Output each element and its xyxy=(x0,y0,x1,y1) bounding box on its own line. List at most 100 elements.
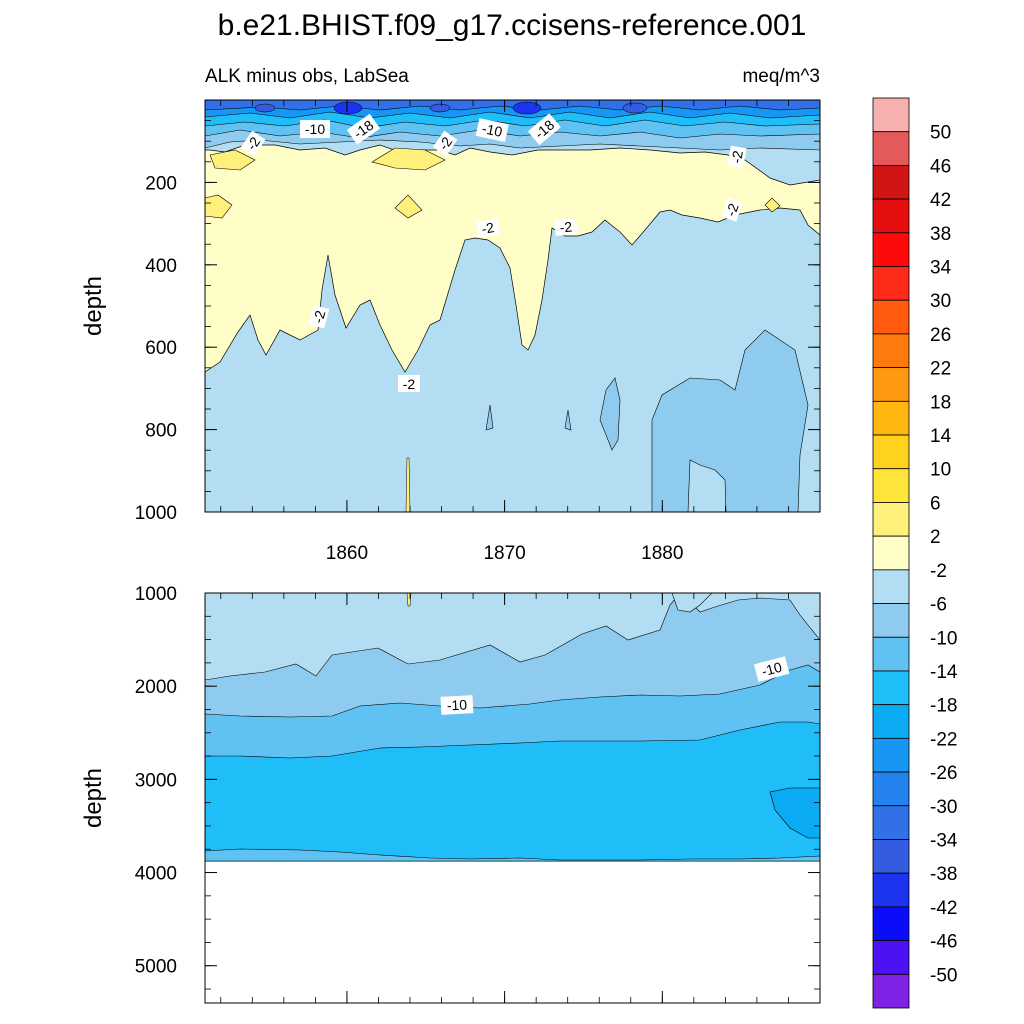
colorbar-label: 46 xyxy=(930,156,951,177)
colorbar-label: -18 xyxy=(930,696,957,717)
y-tick-label: 5000 xyxy=(135,957,177,978)
upper-pocket-b xyxy=(394,194,423,219)
colorbar-swatch xyxy=(872,906,910,941)
upper-streak xyxy=(405,457,411,512)
colorbar-label: -22 xyxy=(930,729,957,750)
upper-pocket-a xyxy=(205,194,233,219)
lower-layer-18 xyxy=(205,721,820,862)
upper-core-b xyxy=(512,101,542,115)
left-label: ALK minus obs, LabSea xyxy=(205,66,409,87)
colorbar-swatch xyxy=(872,400,910,436)
colorbar-swatch xyxy=(872,704,910,739)
colorbar-label: -38 xyxy=(930,864,957,885)
upper-contour-labels: -10 -18 -2 -2 -10 -18 -2 -2 xyxy=(240,113,747,392)
colorbar-label: -34 xyxy=(930,830,958,851)
lower-frame xyxy=(204,592,821,1004)
contour-label: -2 xyxy=(559,218,573,235)
colorbar-swatch xyxy=(872,434,910,470)
colorbar-swatch xyxy=(872,839,910,874)
colorbar-swatch xyxy=(872,131,910,166)
colorbar-swatch xyxy=(872,266,910,301)
lower-contour-labels: -10 -10 xyxy=(440,656,790,715)
colorbar-label: 30 xyxy=(930,291,951,312)
x-tick-label: 1860 xyxy=(326,543,368,564)
contour-label: -10 xyxy=(446,696,467,713)
lower-white-pocket xyxy=(671,593,713,613)
colorbar-label: 14 xyxy=(930,426,952,447)
colorbar-label: 42 xyxy=(930,190,951,211)
colorbar-swatch xyxy=(872,670,910,706)
upper-pocket-c xyxy=(209,149,256,171)
colorbar-swatch xyxy=(872,502,910,537)
colorbar-swatch xyxy=(872,165,910,200)
contour-label: -2 xyxy=(480,219,495,237)
upper-core-c xyxy=(254,103,276,113)
colorbar-label: -14 xyxy=(930,662,958,683)
y-tick-label: 200 xyxy=(145,173,177,194)
upper-axes: 200 400 600 800 1000 xyxy=(135,99,820,524)
colorbar-label: -46 xyxy=(930,932,957,953)
chart-title: b.e21.BHIST.f09_g17.ccisens-reference.00… xyxy=(218,9,807,42)
colorbar-label: -10 xyxy=(930,628,957,649)
colorbar-label: 34 xyxy=(930,258,952,279)
y-tick-label: 600 xyxy=(145,338,177,359)
contour-label: -10 xyxy=(760,659,784,680)
upper-y-axis-title: depth xyxy=(80,276,107,336)
colorbar-label: -50 xyxy=(930,965,957,986)
x-axis-labels: 1860 1870 1880 xyxy=(326,543,684,564)
y-tick-label: 800 xyxy=(145,421,177,442)
upper-core-e xyxy=(429,103,451,113)
colorbar-swatch xyxy=(872,97,910,133)
y-tick-label: 4000 xyxy=(135,864,177,885)
colorbar-swatch xyxy=(872,367,910,402)
x-tick-label: 1870 xyxy=(483,543,525,564)
colorbar-label: 6 xyxy=(930,493,941,514)
colorbar-label: 2 xyxy=(930,527,941,548)
colorbar-swatch xyxy=(872,232,910,267)
colorbar-swatch xyxy=(872,333,910,369)
upper-small-patch-a xyxy=(599,377,621,451)
colorbar-label: 26 xyxy=(930,325,951,346)
colorbar-swatch xyxy=(872,299,910,335)
colorbar-label: 50 xyxy=(930,123,951,144)
x-tick-label: 1880 xyxy=(641,543,683,564)
colorbar-swatch xyxy=(872,940,910,975)
colorbar-label: -6 xyxy=(930,595,947,616)
lower-layer-22 xyxy=(769,787,820,839)
y-tick-label: 2000 xyxy=(135,677,177,698)
colorbar-label: -26 xyxy=(930,763,957,784)
colorbar-swatch xyxy=(872,603,910,638)
colorbar-swatch xyxy=(872,737,910,773)
contour-label: -10 xyxy=(481,120,504,140)
upper-core-a xyxy=(333,101,363,115)
colorbar-label: -42 xyxy=(930,898,957,919)
contour-label: -2 xyxy=(722,201,741,218)
colorbar-label: -2 xyxy=(930,561,947,582)
upper-small-patch-b xyxy=(687,459,727,512)
colorbar-swatch xyxy=(872,771,910,807)
lower-y-axis-title: depth xyxy=(80,768,107,828)
upper-panel xyxy=(205,100,820,512)
upper-core-d xyxy=(622,102,648,114)
lower-bottom-band xyxy=(205,848,820,862)
right-label: meq/m^3 xyxy=(742,66,820,87)
upper-sliver-a xyxy=(485,404,494,431)
colorbar-label: 10 xyxy=(930,460,951,481)
lower-axes: 1000 2000 3000 4000 5000 xyxy=(135,584,820,1003)
colorbar-label: -30 xyxy=(930,797,957,818)
colorbar: 50 46 42 38 34 30 26 22 18 14 10 6 2 -2 -6 -10 -14 -18 -22… xyxy=(872,97,958,1009)
colorbar-swatch xyxy=(872,973,910,1009)
upper-pocket-e xyxy=(764,197,781,213)
colorbar-swatch xyxy=(872,872,910,908)
colorbar-label: 38 xyxy=(930,224,951,245)
contour-label: -2 xyxy=(728,149,746,164)
upper-yellow-region xyxy=(205,144,820,373)
colorbar-swatch xyxy=(872,198,910,234)
lower-panel xyxy=(205,593,820,1003)
colorbar-swatch xyxy=(872,805,910,840)
y-tick-label: 400 xyxy=(145,256,177,277)
contour-label: -2 xyxy=(403,376,416,392)
colorbar-label: 22 xyxy=(930,359,951,380)
colorbar-swatch xyxy=(872,569,910,604)
